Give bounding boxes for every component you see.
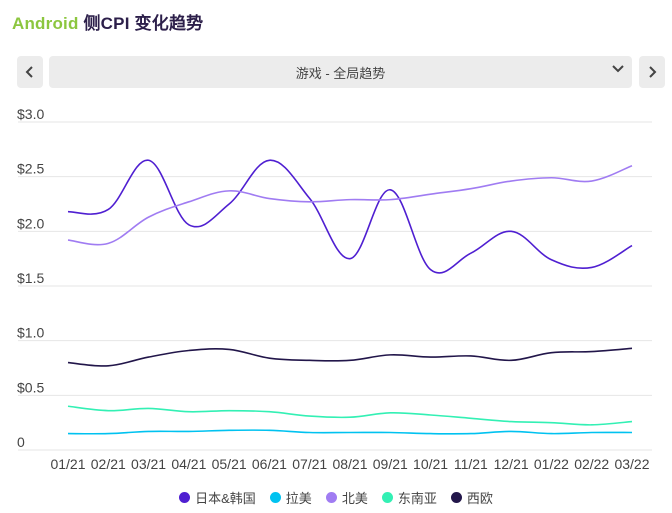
legend-item-4[interactable]: 西欧 (450, 488, 493, 507)
x-tick-label: 11/21 (454, 456, 488, 472)
x-tick-label: 02/21 (91, 456, 126, 472)
series-line-3 (67, 405, 633, 426)
legend-label: 西欧 (466, 491, 493, 506)
x-tick-label: 01/21 (50, 456, 85, 472)
legend-label: 日本&韩国 (195, 491, 256, 506)
next-button[interactable] (639, 56, 665, 88)
legend-marker (381, 492, 393, 503)
x-tick-label: 02/22 (574, 456, 609, 472)
y-tick-label: $2.5 (17, 161, 44, 177)
x-tick-label: 06/21 (252, 456, 287, 472)
y-tick-label: 0 (17, 434, 25, 450)
x-tick-label: 05/21 (212, 456, 247, 472)
y-tick-label: $1.5 (17, 270, 44, 286)
category-select[interactable]: 游戏 - 全局趋势 (49, 56, 632, 88)
y-tick-label: $2.0 (17, 215, 44, 231)
legend-label: 北美 (341, 491, 368, 506)
legend-marker (179, 492, 191, 503)
legend-marker (269, 492, 281, 503)
x-tick-label: 04/21 (171, 456, 206, 472)
legend-marker (325, 492, 337, 503)
series-line-2 (67, 164, 633, 246)
x-tick-label: 07/21 (292, 456, 327, 472)
series-line-0 (67, 159, 633, 274)
x-tick-label: 08/21 (332, 456, 367, 472)
y-tick-label: $0.5 (17, 379, 44, 395)
chevron-left-icon (25, 66, 33, 78)
title-brand: Android (12, 14, 79, 33)
x-tick-label: 10/21 (413, 456, 448, 472)
legend-item-1[interactable]: 拉美 (269, 488, 312, 507)
x-tick-label: 12/21 (494, 456, 529, 472)
chevron-down-icon (612, 64, 624, 74)
legend-item-3[interactable]: 东南亚 (381, 488, 437, 507)
y-tick-label: $1.0 (17, 325, 44, 341)
chart-title: Android 侧CPI 变化趋势 (12, 9, 203, 34)
series-line-1 (67, 429, 633, 435)
chevron-right-icon (649, 66, 657, 78)
x-tick-label: 03/21 (131, 456, 166, 472)
x-tick-label: 09/21 (373, 456, 408, 472)
title-text: 侧CPI 变化趋势 (78, 14, 204, 33)
series-line-4 (67, 347, 633, 367)
legend-label: 东南亚 (397, 491, 437, 506)
category-select-value: 游戏 - 全局趋势 (295, 65, 386, 81)
x-tick-label: 03/22 (614, 456, 649, 472)
legend-marker (450, 492, 462, 503)
y-tick-label: $3.0 (17, 106, 44, 122)
chart-legend: 日本&韩国 拉美 北美 东南亚 西欧 (0, 488, 672, 507)
prev-button[interactable] (17, 56, 43, 88)
legend-label: 拉美 (285, 491, 312, 506)
x-tick-label: 01/22 (534, 456, 569, 472)
legend-item-2[interactable]: 北美 (325, 488, 368, 507)
legend-item-0[interactable]: 日本&韩国 (179, 488, 256, 507)
